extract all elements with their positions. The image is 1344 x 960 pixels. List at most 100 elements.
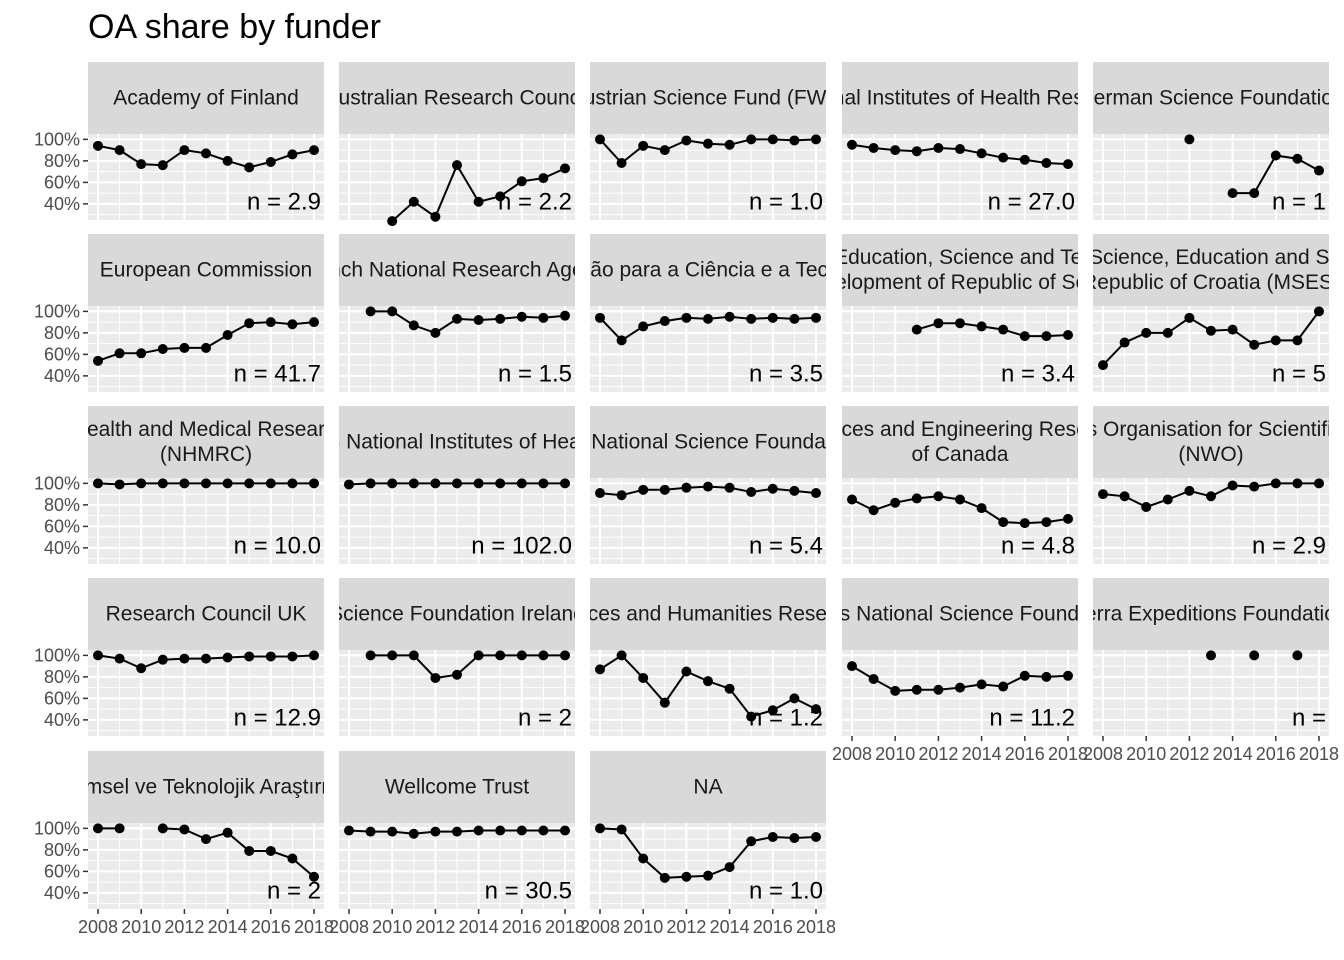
data-point (452, 160, 462, 171)
series-line (370, 310, 566, 335)
data-point (430, 327, 441, 338)
n-label: n = 3.4 (1001, 361, 1075, 388)
data-point (516, 650, 527, 661)
data-point (495, 650, 506, 661)
data-point (1141, 502, 1152, 513)
data-point (746, 486, 757, 497)
y-tick-label: 60% (44, 344, 80, 364)
data-point (344, 825, 354, 836)
data-point (1292, 153, 1303, 164)
data-point (681, 871, 692, 882)
data-point (1119, 491, 1130, 502)
data-point (1119, 337, 1130, 348)
data-point (724, 482, 735, 493)
data-point (157, 654, 168, 665)
data-point (495, 191, 506, 202)
facet-strip (590, 234, 826, 306)
data-point (746, 711, 757, 722)
data-point (659, 484, 670, 495)
data-point (595, 134, 605, 145)
data-point (287, 853, 298, 864)
x-tick-label: 2016 (502, 917, 542, 937)
chart-title: OA share by funder (88, 8, 381, 46)
data-point (811, 704, 821, 715)
x-tick-label: 2008 (580, 917, 620, 937)
data-point (681, 135, 692, 146)
x-tick-label: 2010 (372, 917, 412, 937)
x-tick-label: 2012 (415, 917, 455, 937)
data-point (1249, 481, 1260, 492)
data-point (681, 482, 692, 493)
x-tick-label: 2018 (1048, 744, 1088, 764)
data-point (746, 836, 757, 847)
facet-strip-label: Austrian Science Fund (FWF) (570, 87, 847, 110)
y-tick-label: 40% (44, 538, 80, 558)
data-point (811, 134, 821, 145)
data-point (933, 318, 944, 329)
data-point (955, 318, 965, 329)
data-point (955, 144, 965, 155)
facet-strip-label: Academy of Finland (113, 87, 299, 110)
data-point (309, 478, 319, 489)
n-label: n = 2.9 (1252, 533, 1326, 560)
data-point (244, 162, 255, 173)
data-point (811, 831, 821, 842)
facet-strip-label: Science Foundation Ireland (329, 603, 585, 626)
x-tick-label: 2012 (918, 744, 958, 764)
data-point (452, 478, 462, 489)
y-tick-label: 100% (34, 129, 80, 149)
data-point (114, 348, 125, 359)
data-point (365, 306, 376, 317)
facet-strip (1093, 578, 1329, 650)
data-point (365, 478, 376, 489)
y-tick-label: 80% (44, 323, 80, 343)
data-point (201, 148, 211, 159)
data-point (157, 823, 168, 834)
facet-strip (88, 406, 324, 478)
data-point (265, 845, 276, 856)
data-point (114, 653, 125, 664)
data-point (1063, 330, 1073, 341)
data-point (244, 845, 255, 856)
facet-strip (842, 578, 1078, 650)
data-point (616, 158, 627, 169)
data-point (638, 672, 649, 683)
y-tick-label: 40% (44, 710, 80, 730)
facet-strip (88, 578, 324, 650)
data-point (681, 312, 692, 323)
data-point (538, 825, 549, 836)
data-point (179, 145, 190, 156)
data-point (659, 872, 670, 883)
data-point (1019, 670, 1030, 681)
data-point (222, 478, 233, 489)
data-point (767, 312, 778, 323)
data-point (616, 490, 627, 501)
data-point (638, 853, 649, 864)
data-point (911, 684, 922, 695)
data-point (157, 344, 168, 354)
n-label: n = 12.9 (234, 705, 321, 732)
facet-strip (590, 578, 826, 650)
data-point (222, 330, 233, 341)
x-tick-label: 2010 (121, 917, 161, 937)
data-point (1063, 513, 1073, 524)
data-point (1206, 491, 1216, 502)
data-point (222, 155, 233, 166)
x-tick-label: 2008 (78, 917, 118, 937)
data-point (287, 651, 298, 662)
data-point (516, 825, 527, 836)
data-point (638, 484, 649, 495)
data-point (452, 313, 462, 324)
facet-strip (1093, 406, 1329, 478)
data-point (495, 313, 506, 324)
data-point (595, 312, 605, 323)
data-point (767, 134, 778, 145)
x-tick-label: 2018 (545, 917, 585, 937)
facet-strip (339, 751, 575, 823)
data-point (789, 135, 800, 146)
x-tick-label: 2012 (1169, 744, 1209, 764)
x-tick-label: 2018 (294, 917, 334, 937)
facet-strip-label: NA (693, 776, 722, 799)
data-point (703, 481, 713, 492)
data-point (495, 478, 506, 489)
